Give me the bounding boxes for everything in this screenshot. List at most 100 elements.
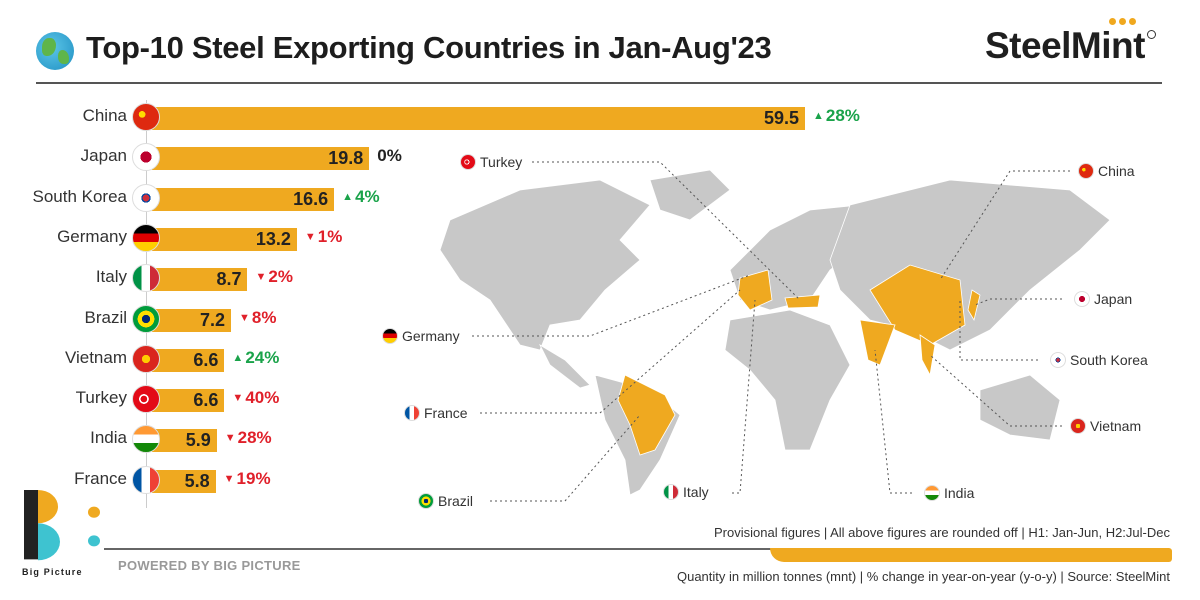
map-label-text: Italy (683, 484, 709, 500)
leader-vietnam (929, 354, 1062, 427)
bar: 59.5 (152, 107, 805, 130)
flag-icon (1070, 418, 1086, 434)
flag-icon (418, 493, 434, 509)
leader-japan (974, 298, 1062, 306)
bar: 8.7 (152, 268, 248, 292)
bar: 7.2 (152, 308, 232, 332)
country-label: South Korea (32, 186, 127, 206)
value-label: 5.8 (184, 470, 210, 491)
turkey-highlight (784, 294, 821, 309)
flag-icon (404, 405, 420, 421)
vietnam-highlight (919, 334, 936, 377)
flag-icon (1074, 291, 1090, 307)
bar: 19.8 (152, 147, 370, 171)
flag-icon (132, 465, 160, 494)
arrow-down-icon: ▼ (304, 230, 316, 243)
yoy-change: ▼ 28% (224, 428, 272, 448)
globe-icon (36, 32, 74, 70)
footer-line (104, 548, 774, 550)
map-label-text: China (1098, 163, 1135, 179)
leader-france (480, 289, 741, 414)
country-label: Turkey (75, 388, 127, 408)
bar-row: India 5.9 ▼ 28% (0, 425, 900, 455)
value-label: 5.9 (185, 430, 211, 451)
country-label: Japan (80, 146, 127, 166)
bar: 6.6 (152, 389, 225, 413)
africa (724, 309, 851, 451)
bar-row: South Korea 16.6 ▲ 4% (0, 183, 900, 214)
map-label-france: France (404, 405, 468, 421)
map-label-text: Vietnam (1090, 418, 1142, 434)
registered-mark-icon (1146, 30, 1156, 39)
yoy-change: ▼ 19% (223, 468, 271, 488)
map-label-india: India (924, 485, 974, 501)
flag-icon (382, 328, 398, 344)
footnote-provisional: Provisional figures | All above figures … (714, 525, 1170, 540)
map-label-japan: Japan (1074, 291, 1132, 307)
value-label: 19.8 (328, 148, 364, 169)
country-label: India (90, 428, 127, 448)
divider (36, 82, 1162, 84)
arrow-down-icon: ▼ (224, 432, 236, 445)
leader-india (874, 349, 912, 494)
value-label: 16.6 (293, 188, 329, 209)
powered-by: POWERED BY BIG PICTURE (118, 558, 301, 573)
bar-row: Vietnam 6.6 ▲ 24% (0, 344, 900, 375)
bar: 5.8 (152, 469, 216, 493)
bar: 6.6 (152, 348, 225, 372)
yoy-change: ▼ 1% (304, 226, 343, 246)
flag-icon (132, 103, 160, 131)
bar: 16.6 (152, 187, 335, 211)
leader-china (939, 170, 1070, 281)
bar-row: Germany 13.2 ▼ 1% (0, 223, 900, 254)
central-america (539, 343, 591, 389)
bar-chart: China 59.5 ▲ 28% Japan 19.8 0% South Korea … (0, 95, 900, 505)
footnote-source: Quantity in million tonnes (mnt) | % cha… (676, 569, 1170, 584)
brand-name: SteelMint (985, 25, 1145, 66)
country-label: China (82, 106, 127, 125)
australia (979, 374, 1061, 441)
value-label: 59.5 (763, 108, 799, 128)
yoy-change: 0% (377, 146, 402, 166)
map-label-text: Germany (402, 328, 460, 344)
flag-icon (663, 484, 679, 500)
flag-icon (460, 154, 476, 170)
map-label-south-korea: South Korea (1050, 352, 1148, 368)
flag-icon (1078, 163, 1094, 179)
map-label-germany: Germany (382, 328, 460, 344)
north-america (439, 179, 651, 351)
bar: 5.9 (152, 429, 217, 453)
flag-icon (132, 223, 160, 252)
map-label-text: India (944, 485, 975, 501)
flag-icon (132, 425, 160, 454)
bar-row: Turkey 6.6 ▼ 40% (0, 385, 900, 415)
flag-icon (132, 143, 160, 172)
bar-row: Japan 19.8 0% (0, 143, 900, 173)
page-title: Top-10 Steel Exporting Countries in Jan-… (86, 30, 772, 65)
big-picture-text: Big Picture (22, 567, 83, 577)
arrow-up-icon: ▲ (813, 110, 824, 122)
flag-icon (924, 485, 940, 501)
flag-icon (132, 344, 160, 373)
bar-row: China 59.5 ▲ 28% (0, 103, 900, 133)
steelmint-logo: SteelMint (985, 18, 1156, 68)
map-label-vietnam: Vietnam (1070, 418, 1141, 434)
arrow-up-icon: ▲ (342, 190, 354, 203)
chart-axis (146, 100, 147, 508)
map-label-turkey: Turkey (460, 154, 522, 170)
map-label-text: South Korea (1070, 352, 1148, 368)
map-label-china: China (1078, 163, 1135, 179)
map-label-brazil: Brazil (418, 493, 473, 509)
value-label: 7.2 (199, 309, 226, 330)
brazil-highlight (617, 374, 676, 456)
yoy-change: ▲ 24% (232, 347, 280, 367)
map-label-text: France (424, 405, 468, 421)
india-highlight (859, 319, 896, 366)
arrow-down-icon: ▼ (239, 311, 250, 324)
greenland (649, 169, 731, 221)
flag-icon (1050, 352, 1066, 368)
flag-icon (132, 304, 160, 333)
country-label: Brazil (84, 307, 127, 327)
leader-brazil (490, 414, 641, 502)
map-label-text: Turkey (480, 154, 523, 170)
